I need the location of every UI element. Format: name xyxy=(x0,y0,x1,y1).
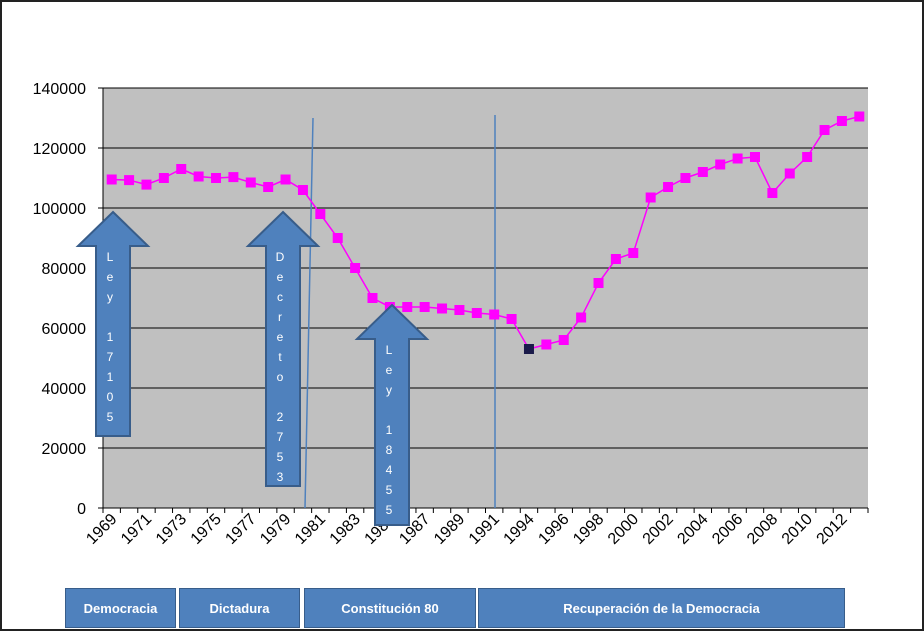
x-tick-label: 2010 xyxy=(779,511,816,548)
period-label: Dictadura xyxy=(179,588,300,628)
x-tick-label: 1969 xyxy=(83,511,120,548)
marker xyxy=(176,164,187,174)
plot-area xyxy=(103,88,868,508)
x-tick-label: 2004 xyxy=(674,511,711,548)
period-label: Democracia xyxy=(65,588,176,628)
y-tick-label: 140000 xyxy=(33,81,86,98)
marker xyxy=(124,175,135,186)
marker xyxy=(141,179,152,190)
y-tick-label: 40000 xyxy=(42,381,87,398)
marker xyxy=(576,312,587,323)
arrow xyxy=(245,210,321,487)
x-tick-label: 2002 xyxy=(640,511,677,548)
marker xyxy=(628,248,639,258)
x-tick-label: 2012 xyxy=(814,511,851,548)
marker xyxy=(193,171,204,182)
y-tick-label: 0 xyxy=(77,501,86,518)
x-tick-label: 1991 xyxy=(466,511,503,548)
marker xyxy=(332,233,343,243)
marker xyxy=(523,344,534,354)
y-tick-label: 80000 xyxy=(42,261,87,278)
marker xyxy=(454,305,465,315)
x-tick-label: 1983 xyxy=(327,511,364,548)
period-label: Constitución 80 xyxy=(304,588,476,628)
x-tick-label: 1975 xyxy=(188,511,225,548)
marker xyxy=(732,153,743,164)
marker xyxy=(106,174,117,185)
x-tick-label: 1981 xyxy=(292,511,329,548)
marker xyxy=(767,188,778,198)
x-tick-label: 2006 xyxy=(709,511,746,548)
x-tick-label: 1989 xyxy=(431,511,468,548)
marker xyxy=(489,309,500,320)
marker xyxy=(506,314,517,324)
marker xyxy=(749,152,760,162)
marker xyxy=(541,339,552,350)
x-tick-label: 2008 xyxy=(744,511,781,548)
marker xyxy=(802,152,813,162)
marker xyxy=(593,278,604,288)
marker xyxy=(784,168,795,179)
y-tick-label: 100000 xyxy=(33,201,86,218)
marker xyxy=(558,335,569,345)
marker xyxy=(245,177,256,188)
annotation: Ley 17105 xyxy=(104,250,116,430)
y-tick-label: 20000 xyxy=(42,441,87,458)
marker xyxy=(854,111,865,122)
marker xyxy=(437,303,448,314)
x-tick-label: 1973 xyxy=(153,511,190,548)
marker xyxy=(471,308,482,318)
x-tick-label: 1971 xyxy=(118,511,155,548)
marker xyxy=(836,116,847,126)
marker xyxy=(350,263,361,273)
annotation: Ley 18455 xyxy=(383,343,395,523)
period-divider xyxy=(304,117,314,509)
x-tick-label: 1977 xyxy=(222,511,259,548)
marker xyxy=(819,125,830,135)
x-tick-label: 1979 xyxy=(257,511,294,548)
marker xyxy=(680,173,691,183)
marker xyxy=(419,302,430,312)
marker xyxy=(715,159,726,170)
annotation: Decreto 2753 xyxy=(274,250,286,486)
marker xyxy=(211,173,222,183)
marker xyxy=(402,302,413,312)
x-tick-label: 1998 xyxy=(570,511,607,548)
marker xyxy=(158,173,169,183)
marker xyxy=(280,174,291,185)
arrow xyxy=(354,303,430,526)
period-label: Recuperación de la Democracia xyxy=(478,588,845,628)
x-tick-label: 1994 xyxy=(501,511,538,548)
marker xyxy=(263,182,274,192)
marker xyxy=(297,185,308,195)
x-tick-label: 1996 xyxy=(535,511,572,548)
marker xyxy=(367,293,378,303)
marker xyxy=(663,182,674,192)
marker xyxy=(610,254,621,264)
marker xyxy=(697,167,708,177)
marker xyxy=(228,172,239,183)
y-tick-label: 120000 xyxy=(33,141,86,158)
y-tick-label: 60000 xyxy=(42,321,87,338)
marker xyxy=(315,209,326,219)
x-tick-label: 2000 xyxy=(605,511,642,548)
arrow xyxy=(75,210,151,437)
marker xyxy=(645,192,656,203)
